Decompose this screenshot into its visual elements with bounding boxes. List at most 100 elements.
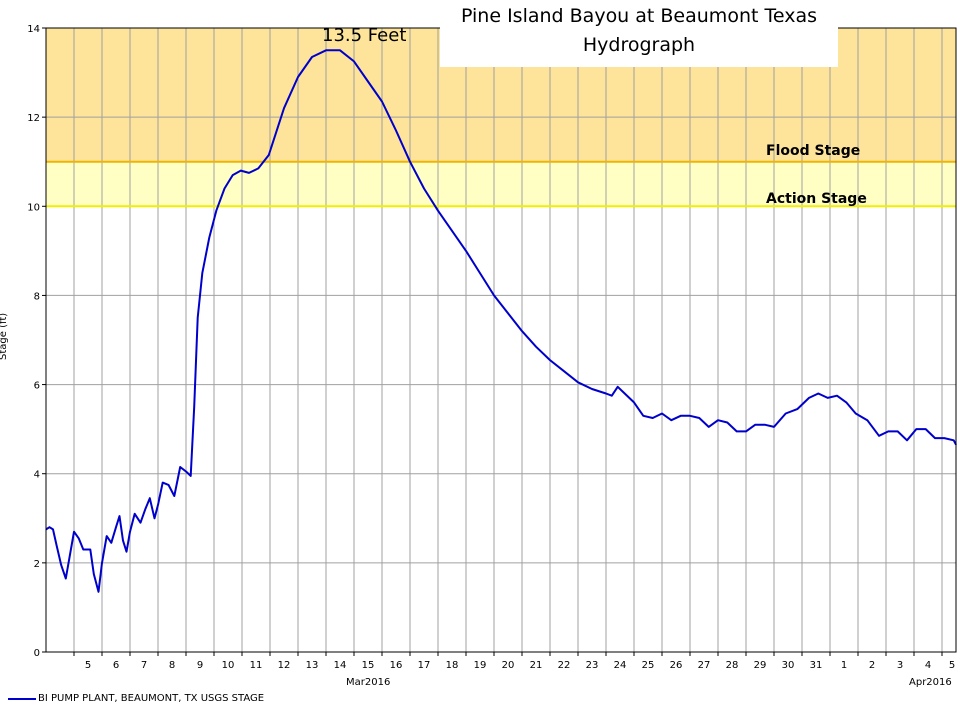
data-point: [953, 439, 955, 441]
data-point: [827, 397, 829, 399]
data-point: [633, 401, 635, 403]
x-tick-label: 6: [113, 660, 119, 671]
x-tick-labels: 5 6 7 8 9 10 11 12 13 14 15 16 17 18 19 20 21 22 23 24 25 26 2…: [73, 652, 955, 671]
data-point: [52, 528, 54, 531]
data-point: [808, 397, 810, 399]
y-tick-label: 12: [27, 113, 40, 124]
data-point: [617, 386, 619, 388]
data-point: [201, 272, 203, 274]
y-tick-labels: 0 2 4 6 8 10 12 14: [27, 24, 46, 659]
data-point: [197, 317, 199, 319]
x-tick-label: 23: [586, 660, 599, 671]
x-tick-label: 5: [949, 660, 955, 671]
data-point: [118, 515, 121, 517]
x-tick-label: 13: [306, 660, 319, 671]
data-point: [642, 415, 644, 417]
x-tick-label: 15: [362, 660, 375, 671]
data-point: [845, 401, 847, 403]
data-point: [339, 49, 341, 51]
x-tick-label: 22: [558, 660, 571, 671]
data-point: [60, 564, 62, 566]
y-tick-label: 0: [34, 648, 40, 659]
data-point: [223, 187, 226, 190]
data-point: [680, 415, 682, 417]
data-point: [785, 412, 787, 415]
x-tick-label: 21: [530, 660, 543, 671]
y-tick-label: 4: [34, 470, 40, 481]
data-point: [897, 430, 899, 432]
data-point: [670, 419, 672, 421]
data-point: [549, 359, 551, 361]
data-point: [493, 294, 495, 296]
data-point: [563, 370, 565, 372]
data-point: [745, 430, 747, 432]
x-tick-label: 20: [502, 660, 515, 671]
data-point: [764, 424, 766, 426]
data-point: [55, 544, 58, 546]
data-point: [465, 250, 467, 252]
data-point: [232, 174, 234, 176]
x-tick-label: 17: [418, 660, 431, 671]
x-tick-label: 24: [614, 660, 627, 671]
data-point: [268, 154, 270, 156]
data-point: [689, 415, 691, 417]
chart-subtitle: Hydrograph: [582, 34, 696, 56]
data-point: [149, 497, 151, 499]
data-point: [521, 330, 523, 332]
month-label-apr: Apr2016: [909, 677, 952, 688]
data-point: [215, 210, 217, 212]
x-tick-label: 16: [390, 660, 403, 671]
flood-stage-label: Flood Stage: [766, 143, 861, 159]
data-point: [817, 392, 819, 395]
data-point: [297, 76, 299, 78]
x-tick-label: 30: [782, 660, 795, 671]
x-tick-label: 9: [197, 660, 203, 671]
data-point: [736, 430, 738, 432]
data-point: [661, 412, 663, 415]
data-point: [773, 426, 775, 428]
x-tick-label: 27: [698, 660, 711, 671]
data-point: [179, 466, 181, 468]
data-point: [173, 495, 175, 497]
x-tick-label: 8: [169, 660, 175, 671]
data-point: [73, 531, 75, 533]
data-point: [943, 437, 945, 439]
data-point: [82, 548, 84, 551]
series-layer: [45, 49, 957, 593]
x-tick-label: 5: [85, 660, 91, 671]
data-point: [423, 187, 425, 190]
y-tick-label: 10: [27, 202, 40, 213]
data-point: [283, 107, 285, 109]
data-point: [93, 573, 95, 575]
month-label-mar: Mar2016: [346, 677, 391, 688]
x-tick-label: 26: [670, 660, 683, 671]
data-point: [451, 230, 453, 232]
legend: BI PUMP PLANT, BEAUMONT, TX USGS STAGE: [8, 693, 264, 704]
data-point: [115, 526, 117, 528]
data-point: [78, 537, 80, 539]
data-point: [395, 129, 397, 132]
data-point: [167, 484, 170, 486]
data-point: [577, 381, 579, 383]
data-point: [144, 508, 146, 510]
data-point: [86, 548, 88, 551]
data-point: [836, 395, 838, 397]
x-tick-label: 2: [869, 660, 875, 671]
x-tick-label: 28: [726, 660, 739, 671]
data-point: [611, 395, 613, 397]
x-tick-label: 12: [278, 660, 291, 671]
data-point: [698, 417, 700, 419]
x-tick-label: 14: [334, 660, 347, 671]
data-point: [129, 531, 131, 533]
threshold-lines: [46, 160, 956, 208]
data-point: [208, 236, 210, 239]
data-point: [652, 417, 654, 419]
y-tick-label: 14: [27, 24, 40, 35]
data-point: [507, 312, 509, 314]
data-point: [624, 392, 626, 395]
x-tick-label: 10: [222, 660, 235, 671]
data-point: [726, 421, 728, 424]
x-tick-label: 7: [141, 660, 147, 671]
x-tick-label: 1: [841, 660, 847, 671]
data-point: [855, 412, 857, 415]
